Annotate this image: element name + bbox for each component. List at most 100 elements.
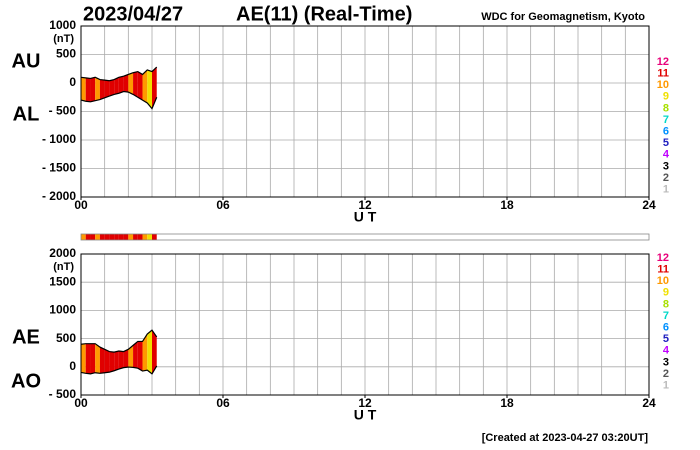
level-legend: 9 <box>663 91 669 103</box>
level-legend: 7 <box>663 310 669 322</box>
coverage-fill <box>133 341 138 369</box>
series-name: AE <box>12 326 40 348</box>
coverage-strip <box>137 234 143 240</box>
coverage-fill <box>104 80 110 98</box>
y-tick-label: 2000 <box>49 246 76 260</box>
x-tick-label: 06 <box>216 198 230 212</box>
coverage-fill <box>114 351 119 371</box>
level-legend: 5 <box>663 137 669 149</box>
coverage-fill <box>118 76 124 94</box>
date: 2023/04/27 <box>83 3 183 25</box>
y-tick-label: 1500 <box>49 274 76 288</box>
coverage-fill <box>114 77 119 95</box>
coverage-fill <box>128 72 134 95</box>
coverage-strip <box>142 234 148 240</box>
coverage-fill <box>95 343 100 374</box>
level-legend: 9 <box>663 287 669 299</box>
coverage-fill <box>128 345 134 368</box>
coverage-strip <box>128 234 134 240</box>
coverage-strip <box>118 234 124 240</box>
level-legend: 11 <box>657 264 669 276</box>
series-line <box>80 329 158 353</box>
level-legend: 6 <box>663 322 669 334</box>
x-tick-label: 12 <box>358 198 372 212</box>
y-tick-label: 0 <box>69 359 76 373</box>
level-legend: 6 <box>663 126 669 138</box>
coverage-fill <box>104 349 110 373</box>
x-axis-label: U T <box>354 209 377 225</box>
level-legend: 3 <box>663 356 669 368</box>
coverage-fill <box>85 77 91 102</box>
coverage-fill <box>147 69 152 109</box>
level-legend: 1 <box>663 380 669 392</box>
coverage-strip <box>114 234 119 240</box>
coverage-fill <box>152 67 157 109</box>
level-legend: 10 <box>657 79 669 91</box>
coverage-strip <box>85 234 91 240</box>
y-tick-label: 500 <box>56 331 76 345</box>
x-tick-label: 00 <box>74 198 88 212</box>
coverage-fill <box>123 74 129 93</box>
coverage-fill <box>147 330 152 374</box>
coverage-fill <box>123 349 129 368</box>
x-tick-label: 24 <box>642 198 656 212</box>
footer: [Created at 2023-04-27 03:20UT] <box>482 432 649 444</box>
y-unit: (nT) <box>53 261 74 273</box>
coverage-fill <box>95 77 100 101</box>
coverage-fill <box>137 341 143 372</box>
coverage-fill <box>142 334 148 372</box>
y-unit: (nT) <box>53 33 74 45</box>
level-legend: 1 <box>663 184 669 196</box>
series-line <box>80 66 158 82</box>
coverage-fill <box>118 351 124 370</box>
level-legend: 5 <box>663 333 669 345</box>
level-legend: 10 <box>657 275 669 287</box>
coverage-fill <box>99 347 105 374</box>
coverage-fill <box>90 77 96 102</box>
coverage-fill <box>137 71 143 101</box>
coverage-strip <box>152 234 157 240</box>
level-legend: 12 <box>657 56 669 68</box>
coverage-strip <box>133 234 138 240</box>
plot-frame <box>80 25 650 198</box>
coverage-fill <box>81 343 86 374</box>
coverage-strip <box>147 234 152 240</box>
strip-frame <box>80 233 650 241</box>
level-legend: 8 <box>663 298 669 310</box>
coverage-fill <box>133 71 138 98</box>
series-name: AO <box>11 370 41 392</box>
coverage-fill <box>81 77 86 102</box>
coverage-strip <box>109 234 115 240</box>
level-legend: 2 <box>663 368 669 380</box>
level-legend: 11 <box>657 68 669 80</box>
y-tick-label: - 2000 <box>42 189 76 203</box>
coverage-fill <box>90 343 96 374</box>
x-tick-label: 00 <box>74 396 88 410</box>
y-tick-label: 0 <box>69 75 76 89</box>
series-name: AL <box>13 103 40 125</box>
coverage-fill <box>99 79 105 100</box>
plot-frame <box>80 253 650 396</box>
series-line <box>80 365 158 375</box>
coverage-fill <box>85 343 91 374</box>
x-tick-label: 18 <box>500 198 514 212</box>
level-legend: 7 <box>663 114 669 126</box>
y-tick-label: - 500 <box>49 387 77 401</box>
coverage-strip <box>123 234 129 240</box>
coverage-strip <box>90 234 96 240</box>
y-tick-label: 1000 <box>49 18 76 32</box>
x-tick-label: 06 <box>216 396 230 410</box>
coverage-strip <box>81 234 86 240</box>
x-tick-label: 12 <box>358 396 372 410</box>
coverage-strip <box>99 234 105 240</box>
level-legend: 12 <box>657 252 669 264</box>
series-line <box>80 90 158 110</box>
source: WDC for Geomagnetism, Kyoto <box>481 11 645 23</box>
level-legend: 8 <box>663 102 669 114</box>
level-legend: 3 <box>663 160 669 172</box>
coverage-strip <box>104 234 110 240</box>
y-tick-label: 500 <box>56 47 76 61</box>
coverage-fill <box>142 69 148 103</box>
level-legend: 2 <box>663 172 669 184</box>
